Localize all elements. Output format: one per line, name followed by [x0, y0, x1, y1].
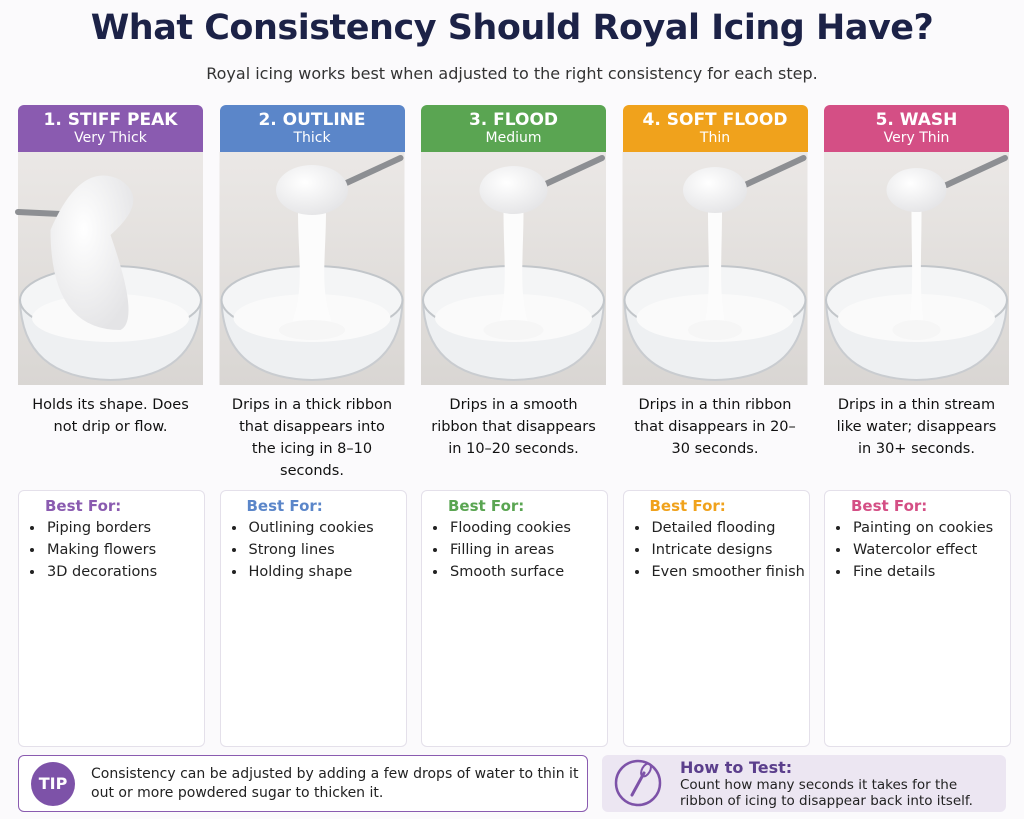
tip-text: Consistency can be adjusted by adding a … — [91, 766, 579, 801]
best-for-title: Best For: — [649, 497, 726, 515]
title: What Consistency Should Royal Icing Have… — [90, 8, 934, 48]
best-for-item: Intricate designs — [650, 539, 809, 561]
description: Drips in a thick ribbon that disappears … — [231, 397, 393, 479]
best-for-title: Best For: — [45, 497, 122, 515]
column-header: 5. WASH Very Thin — [824, 105, 1009, 152]
best-for-item: Painting on cookies — [851, 517, 1010, 539]
best-for-item: Making flowers — [45, 539, 204, 561]
icing-pool — [483, 320, 544, 340]
best-for-list: Piping bordersMaking flowers3D decoratio… — [19, 517, 204, 583]
spoon-bowl — [683, 167, 747, 213]
how-to-test-text: Count how many seconds it takes for the … — [680, 777, 973, 809]
column-label: 4. SOFT FLOOD — [642, 110, 788, 130]
how-to-test-title: How to Test: — [680, 758, 793, 777]
best-for-title: Best For: — [448, 497, 525, 515]
icing-drip — [291, 210, 333, 325]
best-for-item: Even smoother finish — [650, 561, 809, 583]
column-header: 2. OUTLINE Thick — [219, 105, 405, 152]
icing-peak — [50, 175, 134, 330]
icing-drip — [704, 210, 726, 325]
tip-box: TIP Consistency can be adjusted by addin… — [18, 755, 588, 812]
column-sublabel: Thick — [293, 130, 331, 146]
icing-pool — [688, 320, 742, 340]
best-for-item: Fine details — [851, 561, 1010, 583]
subtitle: Royal icing works best when adjusted to … — [206, 64, 818, 83]
best-for-box: Best For: Piping bordersMaking flowers3D … — [18, 490, 205, 747]
description: Drips in a thin ribbon that disappears i… — [634, 397, 796, 457]
best-for-item: 3D decorations — [45, 561, 204, 583]
best-for-list: Painting on cookiesWatercolor effectFine… — [825, 517, 1010, 583]
spoon-bowl — [886, 168, 947, 212]
description: Holds its shape. Does not drip or flow. — [32, 397, 189, 435]
spoon-handle — [339, 155, 404, 188]
icing-drip — [498, 210, 529, 325]
best-for-box: Best For: Painting on cookiesWatercolor e… — [824, 490, 1011, 747]
column-label: 5. WASH — [875, 110, 958, 130]
best-for-list: Flooding cookiesFilling in areasSmooth s… — [422, 517, 607, 583]
icing-drip — [909, 210, 924, 325]
best-for-item: Outlining cookies — [247, 517, 406, 539]
column-sublabel: Thin — [699, 130, 731, 146]
column-sublabel: Medium — [485, 130, 542, 146]
spoon-handle — [540, 155, 605, 188]
spoon-bowl — [276, 165, 348, 215]
spoon-handle — [943, 155, 1008, 188]
best-for-item: Smooth surface — [448, 561, 607, 583]
best-for-item: Filling in areas — [448, 539, 607, 561]
how-to-test-box: How to Test: Count how many seconds it t… — [602, 755, 1006, 812]
best-for-list: Outlining cookiesStrong linesHolding sha… — [221, 517, 406, 583]
best-for-box: Best For: Outlining cookiesStrong linesHo… — [219, 490, 407, 747]
spoon-bowl — [479, 166, 548, 214]
best-for-item: Detailed flooding — [650, 517, 809, 539]
best-for-item: Holding shape — [247, 561, 406, 583]
icing-pool — [279, 320, 345, 340]
best-for-title: Best For: — [246, 497, 323, 515]
best-for-item: Flooding cookies — [448, 517, 607, 539]
column-label: 1. STIFF PEAK — [43, 110, 178, 130]
column-sublabel: Very Thick — [74, 130, 147, 146]
best-for-title: Best For: — [851, 497, 928, 515]
column-sublabel: Very Thin — [883, 130, 950, 146]
column-header: 3. FLOOD Medium — [421, 105, 606, 152]
description: Drips in a smooth ribbon that disappears… — [431, 397, 596, 457]
spoon-handle — [742, 155, 807, 188]
spoon-handle — [15, 209, 64, 217]
best-for-item: Piping borders — [45, 517, 204, 539]
column-header: 1. STIFF PEAK Very Thick — [18, 105, 203, 152]
column-label: 3. FLOOD — [468, 110, 559, 130]
column-label: 2. OUTLINE — [258, 110, 366, 130]
best-for-box: Best For: Flooding cookiesFilling in area… — [421, 490, 608, 747]
description: Drips in a thin stream like water; disap… — [836, 397, 997, 457]
whisk-icon — [614, 759, 662, 807]
best-for-box: Best For: Detailed floodingIntricate desi… — [622, 490, 810, 747]
best-for-item: Strong lines — [247, 539, 406, 561]
tip-badge: TIP — [31, 762, 75, 806]
best-for-list: Detailed floodingIntricate designsEven s… — [624, 517, 809, 583]
best-for-item: Watercolor effect — [851, 539, 1010, 561]
column-header: 4. SOFT FLOOD Thin — [622, 105, 808, 152]
icing-pool — [892, 320, 941, 340]
